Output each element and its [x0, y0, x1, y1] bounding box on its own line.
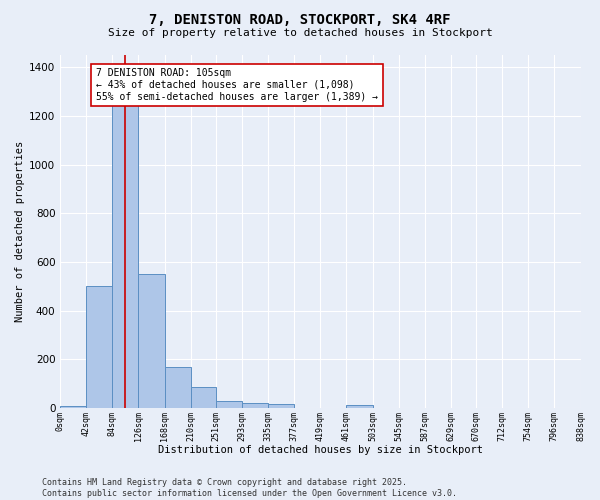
- Y-axis label: Number of detached properties: Number of detached properties: [15, 141, 25, 322]
- Bar: [139, 274, 164, 408]
- Text: Contains HM Land Registry data © Crown copyright and database right 2025.
Contai: Contains HM Land Registry data © Crown c…: [42, 478, 457, 498]
- X-axis label: Distribution of detached houses by size in Stockport: Distribution of detached houses by size …: [158, 445, 483, 455]
- Bar: [112, 102, 139, 408]
- Text: 7 DENISTON ROAD: 105sqm
← 43% of detached houses are smaller (1,098)
55% of semi: 7 DENISTON ROAD: 105sqm ← 43% of detache…: [96, 68, 378, 102]
- Bar: [86, 286, 112, 408]
- Bar: [242, 402, 268, 408]
- Bar: [191, 388, 216, 408]
- Bar: [216, 401, 242, 408]
- Text: Size of property relative to detached houses in Stockport: Size of property relative to detached ho…: [107, 28, 493, 38]
- Bar: [164, 366, 191, 408]
- Bar: [346, 404, 373, 408]
- Bar: [268, 404, 295, 408]
- Text: 7, DENISTON ROAD, STOCKPORT, SK4 4RF: 7, DENISTON ROAD, STOCKPORT, SK4 4RF: [149, 12, 451, 26]
- Bar: [60, 406, 86, 408]
